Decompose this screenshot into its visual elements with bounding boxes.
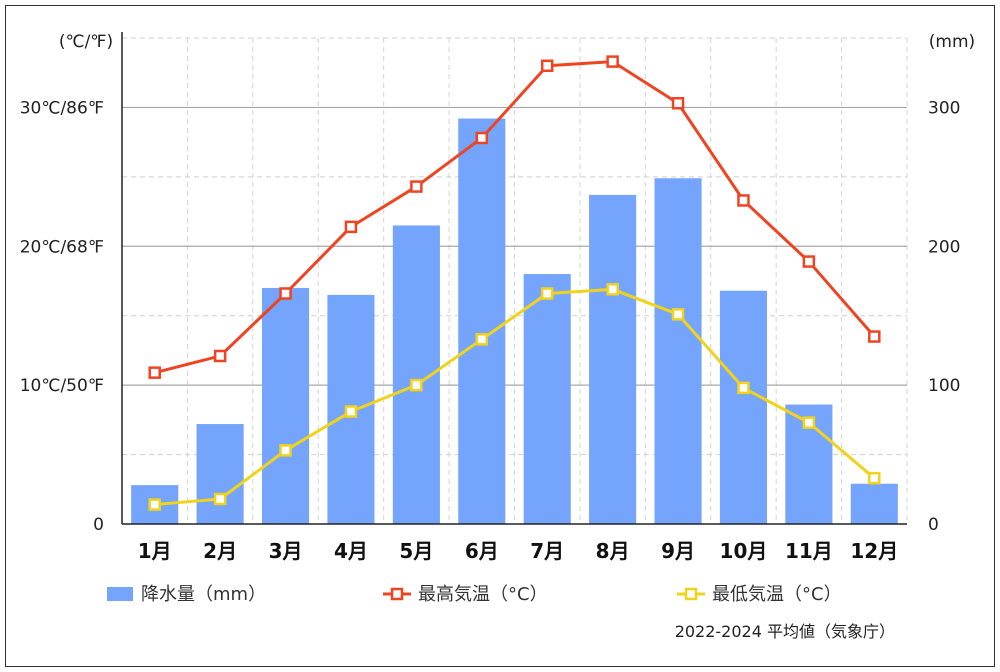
min-temp-point bbox=[606, 283, 619, 296]
legend-label-min-temp: 最低気温（°C） bbox=[712, 584, 842, 605]
max-temp-point bbox=[737, 194, 750, 207]
min-temp-point bbox=[410, 378, 423, 392]
x-category-label: 3月 bbox=[269, 539, 303, 563]
precipitation-bars bbox=[131, 118, 898, 524]
x-category-label: 9月 bbox=[661, 539, 695, 563]
max-temp-point bbox=[410, 180, 423, 193]
left-tick-label: 10℃/50℉ bbox=[20, 376, 104, 396]
min-temp-point bbox=[344, 405, 358, 418]
max-temp-point bbox=[475, 131, 489, 145]
precipitation-bar bbox=[589, 194, 637, 524]
max-temp-point bbox=[213, 349, 227, 363]
min-temp-point bbox=[737, 381, 750, 395]
precipitation-bar bbox=[719, 290, 768, 524]
left-tick-label: 20℃/68℉ bbox=[20, 237, 104, 257]
precipitation-bar bbox=[654, 178, 702, 524]
left-axis-unit: (℃/℉) bbox=[59, 32, 113, 52]
x-category-label: 1月 bbox=[138, 539, 172, 563]
max-temp-point bbox=[344, 220, 358, 234]
precipitation-bar bbox=[523, 274, 571, 524]
min-temp-point bbox=[279, 444, 292, 457]
min-temp-point bbox=[213, 492, 227, 506]
min-temp-point bbox=[671, 308, 685, 321]
right-tick-label: 0 bbox=[928, 515, 939, 535]
max-temp-line bbox=[154, 60, 876, 375]
x-category-label: 8月 bbox=[596, 539, 630, 563]
right-tick-label: 200 bbox=[928, 237, 960, 257]
max-temp-point bbox=[279, 287, 292, 300]
max-temp-point bbox=[802, 255, 816, 268]
precipitation-bar bbox=[458, 118, 506, 524]
min-temp-line bbox=[154, 287, 876, 507]
legend-marker-max-temp bbox=[390, 587, 404, 601]
min-temp-point bbox=[475, 333, 489, 346]
left-tick-label: 30℃/86℉ bbox=[20, 98, 104, 118]
legend-item-min-temp: 最低気温（°C） bbox=[677, 584, 842, 605]
max-temp-point bbox=[148, 366, 161, 379]
x-category-label: 4月 bbox=[334, 539, 368, 563]
source-note: 2022-2024 平均値（気象庁） bbox=[675, 622, 895, 641]
legend-item-max-temp: 最高気温（°C） bbox=[383, 584, 548, 605]
right-axis-unit: (mm) bbox=[929, 32, 975, 52]
right-tick-label: 300 bbox=[928, 98, 960, 118]
axis-labels: (℃/℉) (mm) 0 10℃/50℉ 20℃/68℉ 30℃/86℉ 0 100 200… bbox=[20, 32, 975, 563]
legend-marker-min-temp bbox=[684, 587, 698, 601]
temperature-lines bbox=[148, 55, 881, 511]
legend-item-precipitation: 降水量（mm） bbox=[107, 584, 266, 605]
legend-label-precipitation: 降水量（mm） bbox=[141, 584, 266, 605]
x-category-label: 12月 bbox=[850, 539, 898, 563]
precipitation-bar bbox=[850, 483, 898, 524]
max-temp-point bbox=[868, 330, 881, 343]
legend-swatch-precipitation bbox=[107, 587, 133, 601]
min-temp-point bbox=[540, 287, 554, 300]
min-temp-point bbox=[802, 416, 816, 429]
x-category-label: 11月 bbox=[785, 539, 833, 563]
precipitation-bar bbox=[261, 287, 310, 524]
x-category-label: 10月 bbox=[720, 539, 768, 563]
axes bbox=[121, 32, 907, 525]
x-category-label: 2月 bbox=[203, 539, 237, 563]
left-tick-label: 0 bbox=[93, 515, 104, 535]
legend-label-max-temp: 最高気温（°C） bbox=[418, 584, 548, 605]
max-temp-point bbox=[671, 97, 685, 110]
min-temp-point bbox=[868, 471, 881, 485]
min-temp-point bbox=[148, 498, 161, 511]
x-category-label: 6月 bbox=[465, 539, 499, 563]
legend: 降水量（mm） 最高気温（°C） 最低気温（°C） bbox=[107, 584, 842, 605]
max-temp-point bbox=[606, 55, 619, 68]
x-category-label: 7月 bbox=[530, 539, 564, 563]
right-tick-label: 100 bbox=[928, 376, 960, 396]
max-temp-point bbox=[540, 59, 554, 73]
precipitation-bar bbox=[196, 424, 244, 524]
x-category-label: 5月 bbox=[399, 539, 433, 563]
